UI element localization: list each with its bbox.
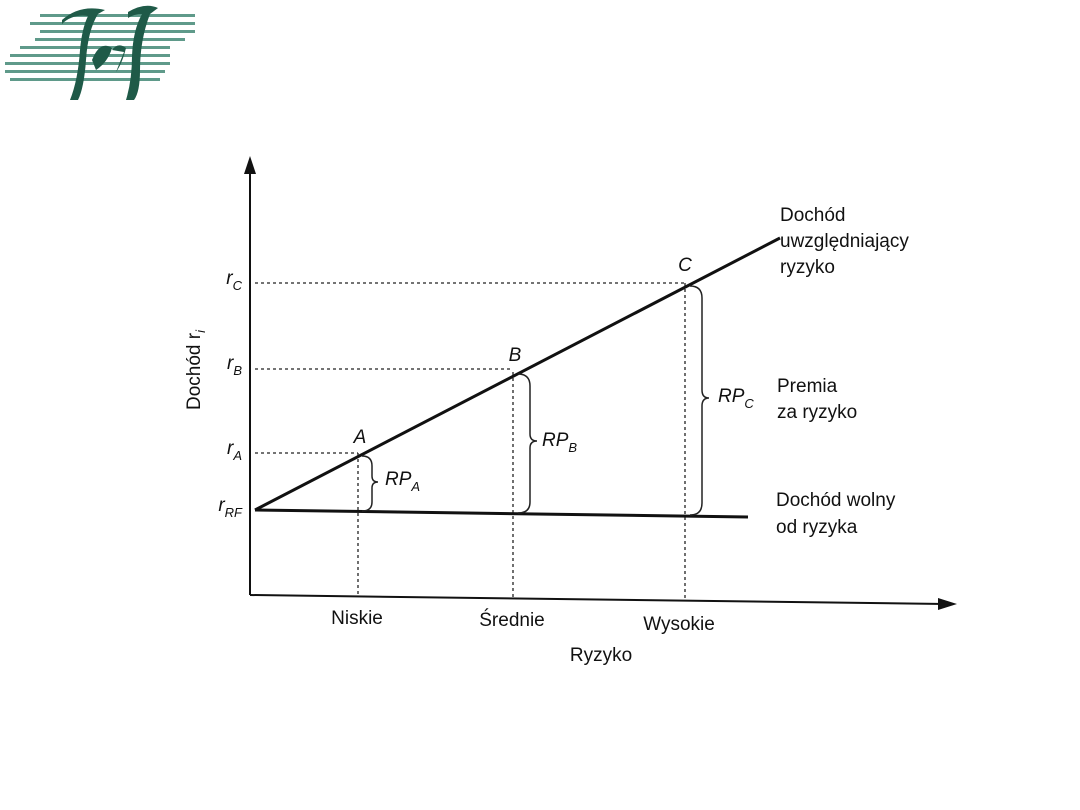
point-label: B (509, 345, 522, 366)
text-part: RF (225, 505, 243, 520)
x-tick-label: Niskie (331, 608, 383, 629)
line-label: Premia (777, 376, 838, 397)
text-part: A (232, 448, 242, 463)
line-label: za ryzyko (777, 402, 857, 423)
axes (249, 168, 946, 605)
premium-label: RPC (718, 386, 754, 411)
text-part: r (227, 438, 234, 459)
guides (255, 282, 686, 600)
text-part: RP (542, 430, 569, 451)
point-label: A (353, 427, 367, 448)
text-part: Dochód r (184, 332, 205, 410)
premium-label: RPB (542, 430, 577, 455)
point-label: C (678, 255, 692, 276)
y-tick-label: rRF (218, 495, 243, 520)
arrow-heads (244, 156, 957, 610)
braces (361, 285, 710, 516)
y-tick-label: rA (227, 438, 242, 463)
x-tick-label: Średnie (479, 609, 545, 631)
logo (5, 5, 195, 101)
y-tick-label: rC (226, 268, 242, 293)
text-part: B (233, 363, 242, 378)
text-part: B (568, 440, 577, 455)
line-label: Dochód wolny (776, 490, 896, 511)
text-part: RP (718, 386, 745, 407)
text-part: r (226, 268, 233, 289)
text-part: i (193, 329, 208, 333)
text-part: r (218, 495, 225, 516)
line-label: Dochód (780, 205, 846, 226)
text-part: r (227, 353, 234, 374)
y-axis-label: Dochód ri (184, 329, 208, 410)
line-label: od ryzyka (776, 517, 858, 538)
y-tick-label: rB (227, 353, 242, 378)
risk-free-line (254, 508, 749, 519)
x-tick-label: Wysokie (643, 614, 715, 635)
text-part: C (233, 278, 243, 293)
risk-adjusted-line (254, 236, 781, 512)
text-part: A (410, 479, 420, 494)
line-label: uwzględniający (780, 231, 909, 252)
text-part: C (744, 396, 754, 411)
line-label: ryzyko (780, 257, 835, 278)
x-axis-label: Ryzyko (570, 645, 632, 666)
text-part: RP (385, 469, 412, 490)
premium-label: RPA (385, 469, 420, 494)
